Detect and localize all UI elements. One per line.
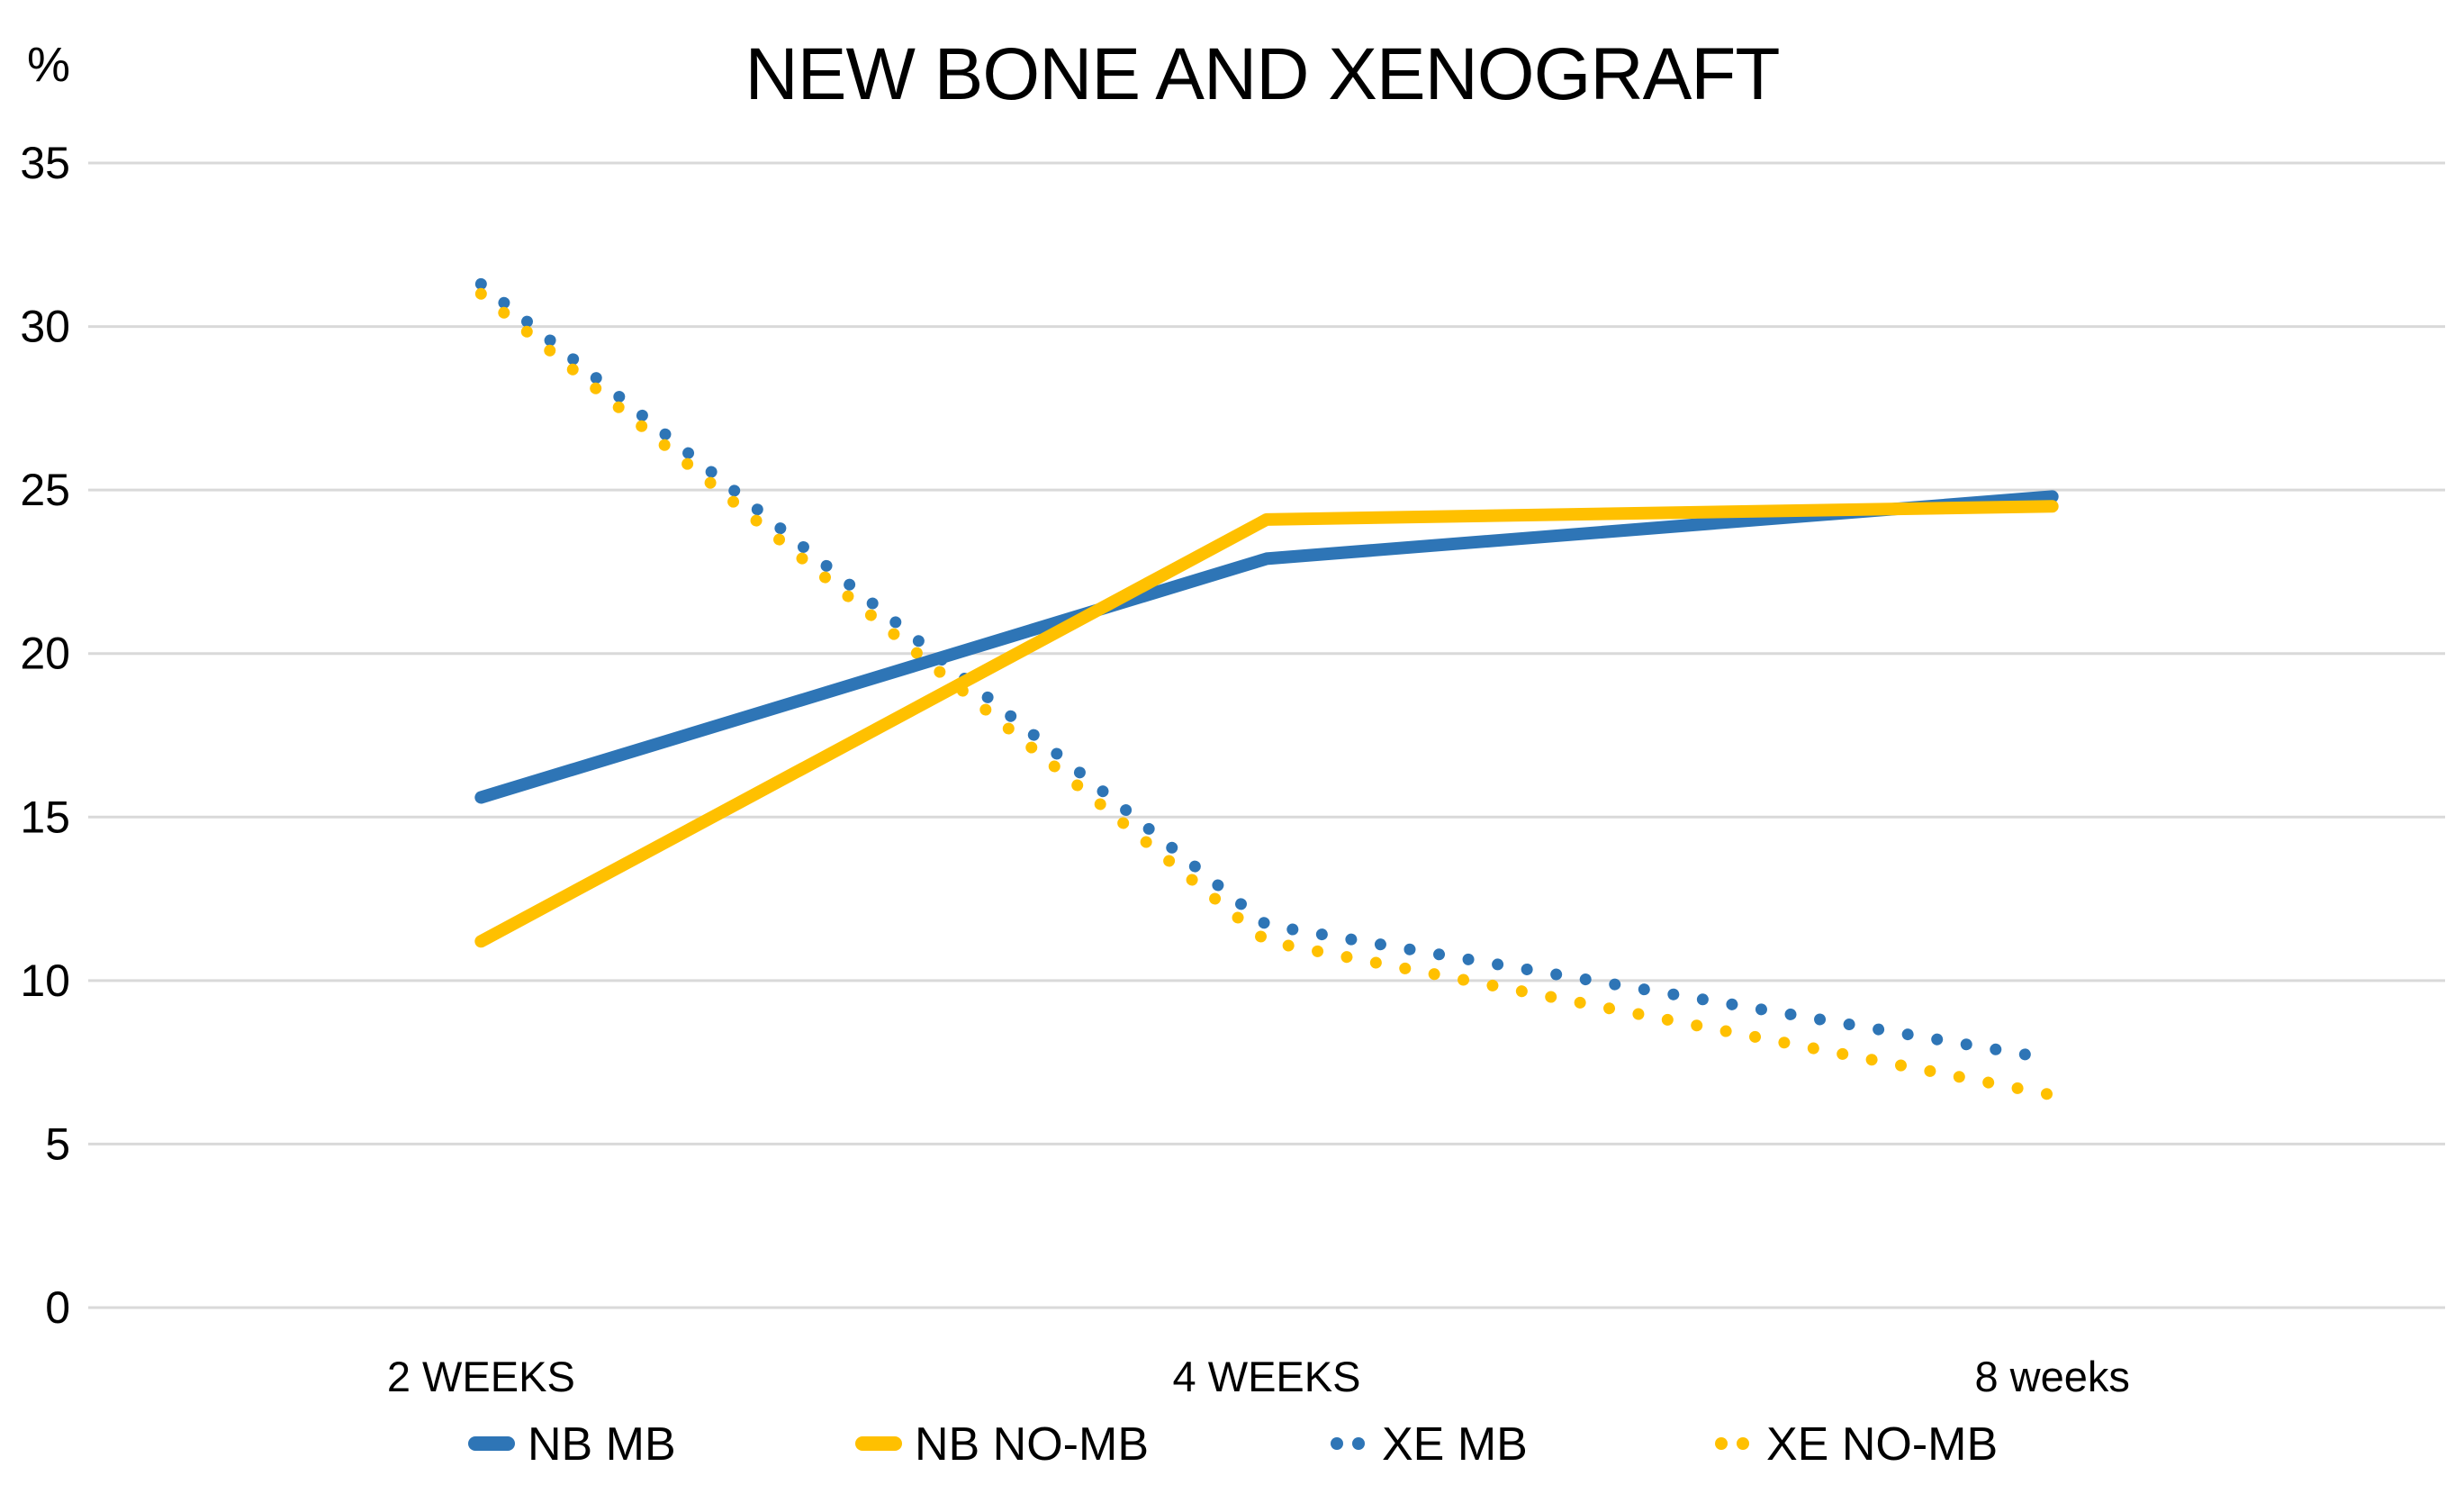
y-tick-label-20: 20 bbox=[20, 629, 70, 679]
legend-item-xe-no-mb: XE NO-MB bbox=[1715, 1418, 1998, 1471]
series-line-xe-no-mb bbox=[474, 287, 2059, 1101]
y-tick-label-25: 25 bbox=[20, 465, 70, 515]
series-line-nb-mb bbox=[474, 490, 2059, 804]
legend-label-nb-no-mb: NB NO-MB bbox=[915, 1418, 1149, 1471]
x-category-label-8-weeks: 8 weeks bbox=[1974, 1353, 2129, 1400]
legend-label-xe-mb: XE MB bbox=[1382, 1418, 1528, 1471]
legend-item-nb-mb: NB MB bbox=[468, 1418, 676, 1471]
y-tick-label-35: 35 bbox=[20, 138, 70, 188]
legend-marker-solid-nb-no-mb bbox=[855, 1436, 902, 1451]
x-category-label-4-weeks: 4 WEEKS bbox=[1173, 1353, 1361, 1400]
data-series bbox=[474, 277, 2059, 1101]
y-axis-tick-labels: 0 5 10 15 20 25 30 35 bbox=[20, 138, 70, 1333]
legend-marker-dot1-xe-mb bbox=[1331, 1437, 1343, 1450]
legend-marker-dot1-xe-no-mb bbox=[1715, 1437, 1728, 1450]
chart-title: NEW BONE AND XENOGRAFT bbox=[745, 33, 1780, 115]
series-line-xe-mb bbox=[474, 277, 2059, 1065]
legend-marker-solid-nb-mb bbox=[468, 1436, 515, 1451]
gridlines bbox=[88, 161, 2445, 1309]
legend-label-nb-mb: NB MB bbox=[528, 1418, 676, 1471]
x-category-label-2-weeks: 2 WEEKS bbox=[387, 1353, 575, 1400]
legend-item-xe-mb: XE MB bbox=[1331, 1418, 1528, 1471]
y-tick-label-15: 15 bbox=[20, 792, 70, 842]
x-axis-category-labels: 2 WEEKS 4 WEEKS 8 weeks bbox=[387, 1353, 2130, 1400]
y-axis-unit-label: % bbox=[27, 38, 70, 92]
y-tick-label-0: 0 bbox=[45, 1282, 70, 1333]
legend-marker-dot2-xe-no-mb bbox=[1737, 1437, 1749, 1450]
y-tick-label-30: 30 bbox=[20, 302, 70, 352]
y-tick-label-10: 10 bbox=[20, 955, 70, 1006]
legend-marker-dot2-xe-mb bbox=[1352, 1437, 1365, 1450]
series-line-nb-no-mb bbox=[474, 500, 2059, 948]
legend-label-xe-no-mb: XE NO-MB bbox=[1766, 1418, 1998, 1471]
legend: NB MB NB NO-MB XE MB XE NO-MB bbox=[468, 1418, 1998, 1471]
y-tick-label-5: 5 bbox=[45, 1118, 70, 1169]
legend-item-nb-no-mb: NB NO-MB bbox=[855, 1418, 1149, 1471]
